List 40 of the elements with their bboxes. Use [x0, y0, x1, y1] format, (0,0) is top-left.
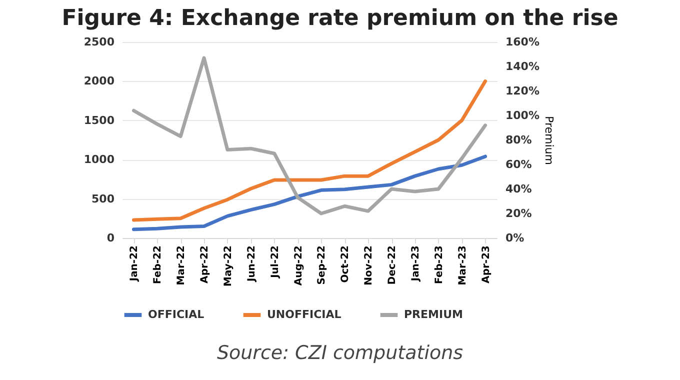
- x-tick-label: Sep-22: [316, 245, 328, 285]
- x-tick-label: Apr-23: [480, 245, 492, 284]
- y2-tick-label: 20%: [506, 207, 532, 220]
- y2-axis-title: Premium: [542, 116, 556, 165]
- y2-tick-label: 0%: [506, 232, 524, 244]
- y2-tick-label: 80%: [506, 134, 532, 146]
- y2-tick-label: 160%: [506, 36, 540, 48]
- x-tick-label: Jan-22: [129, 245, 140, 282]
- x-tick-label: Mar-23: [457, 245, 468, 286]
- y2-tick-label: 40%: [506, 182, 532, 196]
- x-tick-label: May-22: [222, 245, 234, 286]
- line-series: [132, 56, 488, 216]
- x-tick-label: Apr-22: [200, 245, 211, 284]
- x-tick-label: Jan-23: [410, 245, 422, 282]
- line-series: [132, 79, 488, 222]
- x-tick-label: Aug-22: [293, 245, 304, 286]
- y2-tick-label: 100%: [506, 109, 540, 122]
- x-tick-label: Jun-22: [246, 245, 258, 283]
- legend-label: PREMIUM: [404, 308, 463, 321]
- y-tick-label: 1000: [84, 153, 115, 166]
- chart-title: Figure 4: Exchange rate premium on the rise: [60, 6, 620, 31]
- x-tick-label: Dec-22: [387, 245, 398, 285]
- y-tick-label: 0: [106, 232, 115, 244]
- line-series: [132, 154, 488, 232]
- y2-tick-label: 60%: [506, 158, 532, 171]
- y-tick-label: 500: [92, 192, 115, 206]
- y-tick-label: 2000: [84, 74, 115, 88]
- legend-label: UNOFFICIAL: [267, 308, 342, 321]
- x-tick-label: Feb-23: [434, 245, 445, 284]
- x-tick-label: Jul-22: [270, 245, 281, 279]
- x-tick-label: Mar-22: [176, 245, 188, 286]
- y2-tick-label: 140%: [506, 60, 540, 73]
- x-tick-label: Feb-22: [152, 245, 164, 284]
- legend-label: OFFICIAL: [148, 308, 204, 321]
- y-tick-label: 2500: [84, 36, 115, 48]
- x-tick-label: Nov-22: [364, 245, 375, 286]
- x-tick-label: Oct-22: [340, 245, 352, 283]
- y-tick-label: 1500: [84, 114, 115, 127]
- source-note: Source: CZI computations: [216, 342, 464, 364]
- y2-tick-label: 120%: [506, 84, 540, 98]
